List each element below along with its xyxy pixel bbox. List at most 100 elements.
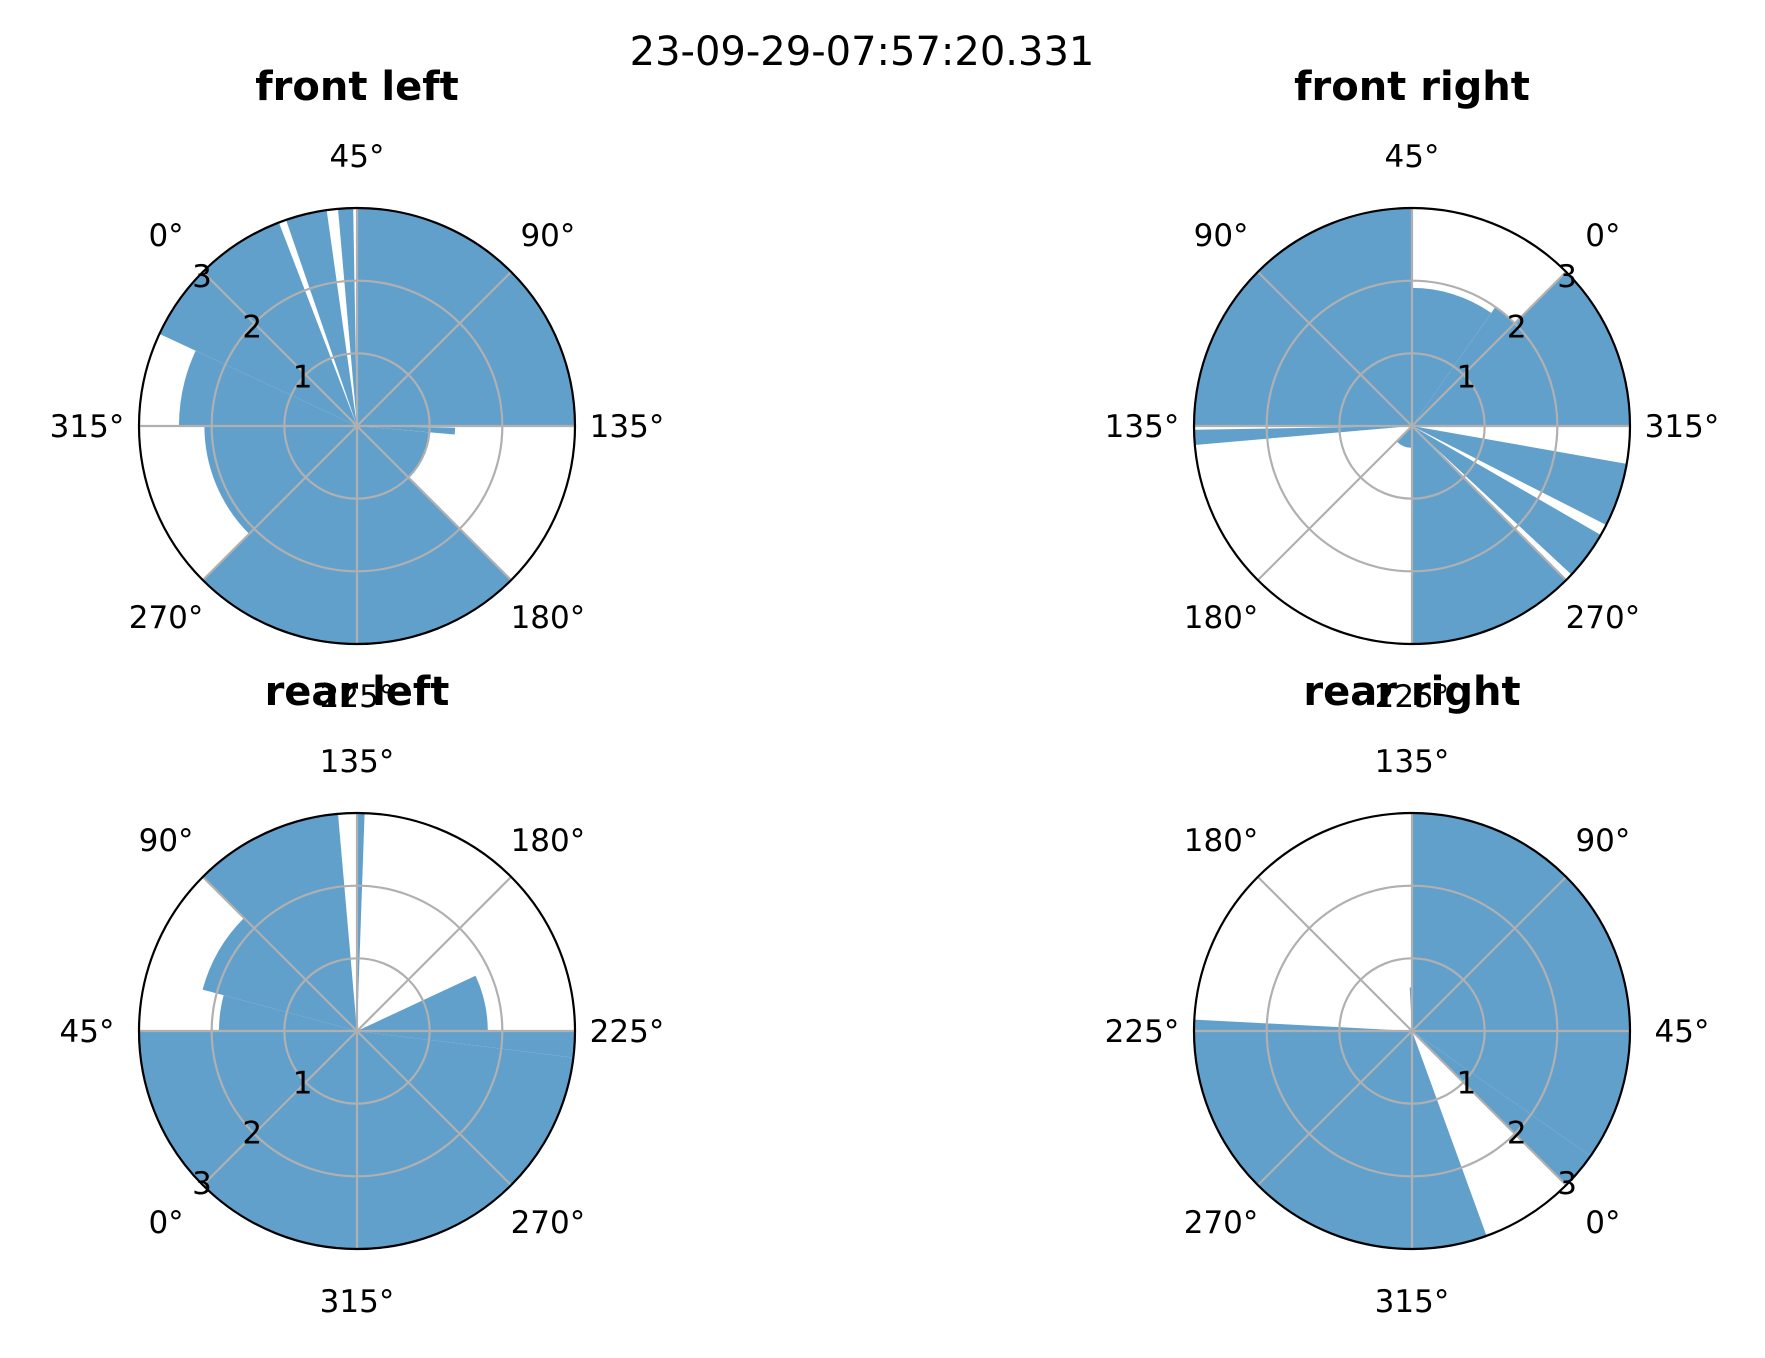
- polar-bar: [1396, 426, 1412, 448]
- polar-bar: [286, 210, 357, 426]
- angular-gridline: [1411, 425, 1567, 581]
- radial-tick-label: 2: [242, 309, 262, 345]
- angular-tick-label: 180°: [511, 823, 586, 859]
- panel-title: rear right: [1303, 669, 1520, 715]
- polar-bar: [1412, 271, 1630, 426]
- angular-tick-label: 45°: [60, 1014, 115, 1050]
- angular-tick-label: 315°: [320, 1284, 395, 1320]
- angular-gridline: [1411, 876, 1567, 1032]
- angular-gridline: [1257, 876, 1413, 1032]
- radial-tick-label: 1: [293, 360, 313, 396]
- angular-tick-label: 225°: [1375, 679, 1450, 715]
- polar-panel-1: 0° 45° 90° 135° 180° 225° 270° 315° 123 front lef…: [50, 64, 665, 715]
- polar-panel-2: 0° 45° 90° 135° 180° 225° 270° 315° 123 front rig…: [1105, 64, 1720, 715]
- polar-bar: [1412, 1031, 1487, 1249]
- angular-tick-label: 90°: [1194, 218, 1249, 254]
- polar-bar: [1412, 1031, 1630, 1157]
- radial-tick-label: 3: [192, 259, 212, 295]
- polar-bar: [1412, 1031, 1591, 1186]
- angular-tick-label: 0°: [148, 218, 183, 254]
- polar-frame: [137, 206, 577, 646]
- radial-tick-label: 2: [1507, 309, 1527, 345]
- panel-title: front left: [255, 64, 459, 110]
- angular-tick-label: 45°: [1655, 1014, 1710, 1050]
- angular-tick-label: 270°: [1184, 1205, 1259, 1241]
- angular-tick-label: 270°: [129, 600, 204, 636]
- angular-gridline: [1257, 1030, 1413, 1186]
- polar-bar: [202, 1031, 357, 1249]
- angular-tick-label: 135°: [320, 744, 395, 780]
- angular-tick-label: 180°: [1184, 823, 1259, 859]
- angular-tick-label: 180°: [1184, 600, 1259, 636]
- polar-bar: [357, 426, 430, 478]
- angular-gridline: [356, 271, 512, 427]
- polar-bar: [338, 208, 357, 426]
- angular-tick-label: 315°: [50, 409, 125, 445]
- radial-tick-label: 1: [1456, 360, 1476, 396]
- angular-tick-label: 225°: [320, 679, 395, 715]
- radial-tick-label: 2: [1507, 1116, 1527, 1152]
- angular-tick-label: 315°: [1375, 1284, 1450, 1320]
- polar-bar: [1412, 876, 1630, 1031]
- angular-tick-label: 135°: [590, 409, 665, 445]
- angular-tick-label: 0°: [1585, 1205, 1620, 1241]
- polar-bar: [202, 426, 357, 644]
- angular-tick-label: 315°: [1645, 409, 1720, 445]
- angular-gridline: [356, 876, 512, 1032]
- polar-bar: [159, 271, 357, 426]
- angular-gridline: [1411, 1030, 1567, 1186]
- polar-bar: [357, 975, 488, 1031]
- polar-panel-3: 0° 45° 90° 135° 180° 225° 270° 315° 123 rear left: [60, 669, 665, 1320]
- angular-gridline: [1257, 425, 1413, 581]
- polar-bar: [1412, 426, 1627, 525]
- angular-tick-label: 270°: [1566, 600, 1641, 636]
- radial-tick-label: 3: [192, 1166, 212, 1202]
- chart-suptitle: 23-09-29-07:57:20.331: [630, 29, 1095, 75]
- polar-bar: [204, 426, 357, 534]
- polar-bar: [1412, 306, 1515, 426]
- polar-panel-4: 0° 45° 90° 135° 180° 225° 270° 315° 123 rear righ…: [1105, 669, 1710, 1320]
- panel-title: rear left: [265, 669, 450, 715]
- polar-bar: [1412, 813, 1567, 1031]
- polar-bar: [1194, 271, 1412, 426]
- radial-tick-label: 3: [1557, 259, 1577, 295]
- angular-gridline: [202, 876, 358, 1032]
- polar-bar: [357, 813, 365, 1031]
- angular-gridline: [1411, 271, 1567, 427]
- radial-tick-label: 1: [293, 1065, 313, 1101]
- angular-tick-label: 0°: [1585, 218, 1620, 254]
- polar-bar: [139, 1031, 357, 1186]
- polar-bar: [202, 813, 357, 1031]
- angular-tick-label: 135°: [1105, 409, 1180, 445]
- polar-frame: [1192, 811, 1632, 1251]
- radial-tick-label: 1: [1456, 1065, 1476, 1101]
- angular-gridline: [356, 1030, 512, 1186]
- radial-tick-label: 3: [1557, 1166, 1577, 1202]
- polar-bar: [202, 917, 357, 1031]
- angular-gridline: [1257, 271, 1413, 427]
- polar-bar: [1257, 208, 1412, 426]
- polar-bar: [218, 995, 357, 1031]
- angular-gridline: [202, 425, 358, 581]
- polar-bar: [1412, 426, 1601, 575]
- angular-tick-label: 45°: [330, 139, 385, 175]
- polar-bar: [1194, 1019, 1412, 1031]
- panel-title: front right: [1294, 64, 1530, 110]
- angular-gridline: [202, 1030, 358, 1186]
- angular-tick-label: 90°: [139, 823, 194, 859]
- angular-tick-label: 225°: [590, 1014, 665, 1050]
- angular-tick-label: 180°: [511, 600, 586, 636]
- angular-tick-label: 225°: [1105, 1014, 1180, 1050]
- polar-bar: [202, 222, 357, 426]
- angular-gridline: [202, 271, 358, 427]
- angular-gridline: [356, 425, 512, 581]
- polar-bar: [357, 426, 512, 644]
- polar-bar: [357, 1031, 574, 1186]
- polar-bar: [1412, 426, 1567, 644]
- angular-tick-label: 45°: [1385, 139, 1440, 175]
- angular-tick-label: 90°: [520, 218, 575, 254]
- polar-bar: [357, 1031, 575, 1058]
- polar-frame: [1192, 206, 1632, 646]
- angular-tick-label: 270°: [511, 1205, 586, 1241]
